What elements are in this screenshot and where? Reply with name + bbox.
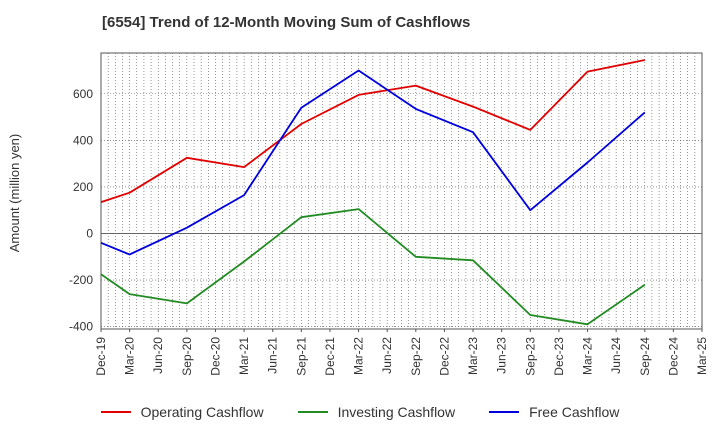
x-tick-label: Dec-22 xyxy=(437,337,451,376)
x-tick-label: Mar-20 xyxy=(123,337,137,375)
x-tick-label: Dec-20 xyxy=(208,337,222,376)
y-tick-label: -200 xyxy=(69,273,93,287)
legend-label-investing: Investing Cashflow xyxy=(337,404,456,420)
x-tick-label: Dec-21 xyxy=(323,337,337,376)
x-tick-label: Jun-23 xyxy=(495,337,509,374)
legend-item-investing: Investing Cashflow xyxy=(297,404,456,420)
x-tick-label: Sep-24 xyxy=(638,337,652,376)
y-tick-label: -400 xyxy=(69,320,93,334)
y-tick-label: 600 xyxy=(73,87,93,101)
legend-item-free: Free Cashflow xyxy=(489,404,619,420)
x-tick-label: Mar-23 xyxy=(466,337,480,375)
x-tick-label: Jun-24 xyxy=(609,337,623,374)
y-tick-label: 400 xyxy=(73,133,93,147)
legend-item-operating: Operating Cashflow xyxy=(100,404,264,420)
x-tick-label: Dec-24 xyxy=(666,337,680,376)
series-line-free-cashflow xyxy=(100,69,646,256)
x-tick-label: Sep-22 xyxy=(409,337,423,376)
y-tick-label: 0 xyxy=(86,227,93,241)
plot-frame xyxy=(100,52,703,330)
x-tick-label: Sep-21 xyxy=(294,337,308,376)
legend-swatch-investing xyxy=(297,411,328,413)
chart-title: [6554] Trend of 12-Month Moving Sum of C… xyxy=(102,14,471,31)
x-tick-label: Sep-20 xyxy=(180,337,194,376)
x-tick-label: Jun-22 xyxy=(380,337,394,374)
legend-label-operating: Operating Cashflow xyxy=(140,404,264,420)
x-tick-label: Mar-21 xyxy=(237,337,251,375)
chart-legend: Operating Cashflow Investing Cashflow Fr… xyxy=(0,404,720,420)
x-tick-label: Jun-21 xyxy=(266,337,280,374)
legend-swatch-free xyxy=(489,411,520,413)
x-tick-label: Mar-24 xyxy=(581,337,595,375)
x-tick-label: Dec-19 xyxy=(94,337,108,376)
legend-swatch-operating xyxy=(100,411,131,413)
y-tick-label: 200 xyxy=(73,180,93,194)
x-tick-label: Mar-25 xyxy=(695,337,709,375)
legend-label-free: Free Cashflow xyxy=(529,404,620,420)
series-line-operating-cashflow xyxy=(100,59,645,203)
y-axis-title: Amount (million yen) xyxy=(7,134,22,253)
x-tick-label: Dec-23 xyxy=(552,337,566,376)
x-tick-label: Jun-20 xyxy=(151,337,165,374)
x-tick-label: Mar-22 xyxy=(352,337,366,375)
series-line-investing-cashflow xyxy=(100,208,646,326)
x-tick-label: Sep-23 xyxy=(523,337,537,376)
